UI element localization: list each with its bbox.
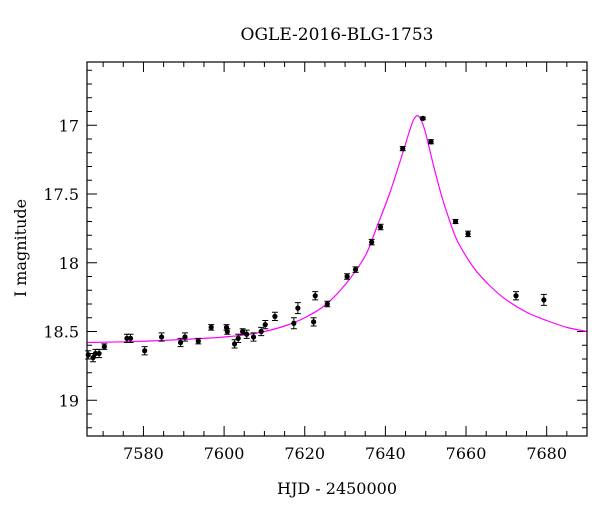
point-marker bbox=[400, 146, 406, 152]
data-point bbox=[271, 311, 278, 321]
data-point bbox=[377, 223, 384, 231]
point-marker bbox=[158, 334, 165, 340]
point-marker bbox=[92, 350, 99, 357]
data-point bbox=[324, 300, 331, 308]
point-marker bbox=[311, 319, 317, 325]
data-point bbox=[224, 328, 231, 335]
data-point bbox=[352, 266, 359, 273]
point-marker bbox=[208, 324, 214, 330]
data-point bbox=[127, 333, 134, 343]
point-marker bbox=[244, 331, 250, 337]
data-point bbox=[195, 337, 202, 345]
data-point bbox=[235, 333, 242, 343]
point-marker bbox=[428, 139, 434, 145]
point-marker bbox=[369, 239, 375, 245]
data-point bbox=[158, 332, 165, 342]
point-marker bbox=[541, 297, 547, 303]
y-tick-label: 17 bbox=[59, 116, 79, 135]
model-curve bbox=[86, 115, 588, 344]
data-point bbox=[344, 273, 351, 280]
point-marker bbox=[101, 344, 107, 350]
y-tick-label: 19 bbox=[59, 391, 79, 410]
x-axis-label: HJD - 2450000 bbox=[277, 479, 397, 498]
point-marker bbox=[124, 335, 130, 341]
point-marker bbox=[513, 293, 519, 299]
point-marker bbox=[235, 335, 241, 341]
data-point bbox=[243, 329, 250, 339]
y-axis-label: I magnitude bbox=[11, 199, 30, 297]
y-tick-label: 18 bbox=[59, 254, 79, 273]
point-marker bbox=[420, 115, 426, 121]
point-marker bbox=[224, 328, 230, 335]
point-marker bbox=[96, 350, 102, 357]
point-marker bbox=[377, 224, 384, 230]
plot-frame bbox=[86, 61, 588, 437]
data-point bbox=[465, 230, 472, 238]
data-point bbox=[452, 218, 459, 225]
point-marker bbox=[195, 338, 201, 344]
x-tick-label: 7600 bbox=[204, 444, 245, 463]
data-point bbox=[427, 139, 434, 145]
point-marker bbox=[291, 320, 297, 326]
data-point bbox=[258, 326, 265, 337]
chart-title: OGLE-2016-BLG-1753 bbox=[241, 25, 434, 45]
data-point bbox=[101, 343, 108, 350]
point-marker bbox=[452, 218, 459, 225]
point-marker bbox=[344, 273, 350, 280]
point-marker bbox=[272, 313, 278, 319]
point-marker bbox=[127, 335, 134, 341]
data-point bbox=[368, 238, 375, 246]
data-point bbox=[250, 332, 257, 342]
y-tick-label: 17.5 bbox=[43, 185, 79, 204]
point-marker bbox=[142, 348, 148, 354]
data-point bbox=[262, 320, 269, 330]
point-marker bbox=[250, 334, 257, 340]
data-point bbox=[294, 302, 301, 315]
x-tick-label: 7620 bbox=[284, 444, 325, 463]
data-point bbox=[231, 339, 238, 349]
data-point bbox=[310, 317, 317, 327]
data-point bbox=[399, 146, 406, 152]
point-marker bbox=[85, 352, 91, 358]
point-marker bbox=[262, 322, 268, 328]
data-point bbox=[85, 350, 92, 360]
data-point bbox=[123, 333, 130, 343]
data-point bbox=[419, 115, 426, 121]
x-tick-label: 7640 bbox=[365, 444, 406, 463]
model-curve-layer bbox=[86, 115, 588, 344]
point-marker bbox=[258, 328, 264, 335]
point-marker bbox=[312, 293, 318, 299]
point-marker bbox=[182, 334, 188, 340]
axis-ticks: 7580 7600 7620 7640 7660 7680 17 17.5 18 18.5 19 bbox=[43, 62, 588, 463]
data-points-layer bbox=[85, 115, 547, 363]
data-point bbox=[141, 346, 148, 356]
data-point bbox=[513, 291, 520, 301]
data-point bbox=[290, 317, 297, 330]
point-marker bbox=[352, 267, 359, 273]
data-point bbox=[181, 332, 188, 342]
data-point bbox=[208, 324, 215, 331]
point-marker bbox=[295, 305, 301, 311]
data-point bbox=[96, 348, 103, 359]
y-tick-label: 18.5 bbox=[43, 323, 79, 342]
point-marker bbox=[324, 301, 330, 307]
data-point bbox=[540, 293, 547, 306]
data-point bbox=[177, 337, 184, 348]
point-marker bbox=[177, 339, 184, 346]
x-tick-label: 7580 bbox=[123, 444, 164, 463]
data-point bbox=[312, 291, 319, 301]
x-tick-label: 7680 bbox=[526, 444, 567, 463]
point-marker bbox=[465, 231, 471, 237]
x-tick-label: 7660 bbox=[446, 444, 487, 463]
